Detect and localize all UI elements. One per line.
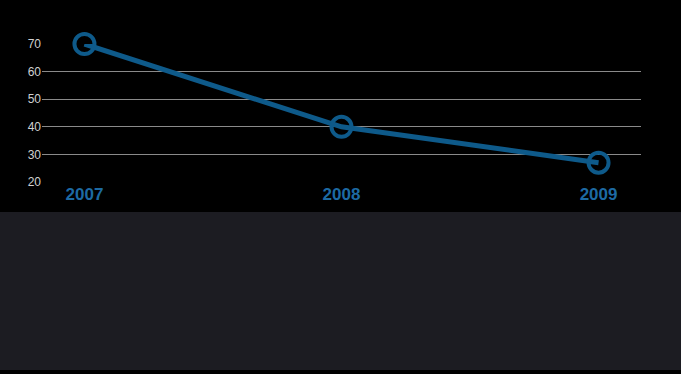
svg-text:2008: 2008 [323, 185, 361, 204]
svg-text:70: 70 [28, 37, 42, 51]
svg-text:30: 30 [28, 148, 42, 162]
svg-text:20: 20 [28, 175, 42, 189]
svg-text:40: 40 [28, 120, 42, 134]
svg-text:2009: 2009 [580, 185, 618, 204]
svg-text:50: 50 [28, 92, 42, 106]
svg-text:60: 60 [28, 65, 42, 79]
svg-text:2007: 2007 [66, 185, 104, 204]
